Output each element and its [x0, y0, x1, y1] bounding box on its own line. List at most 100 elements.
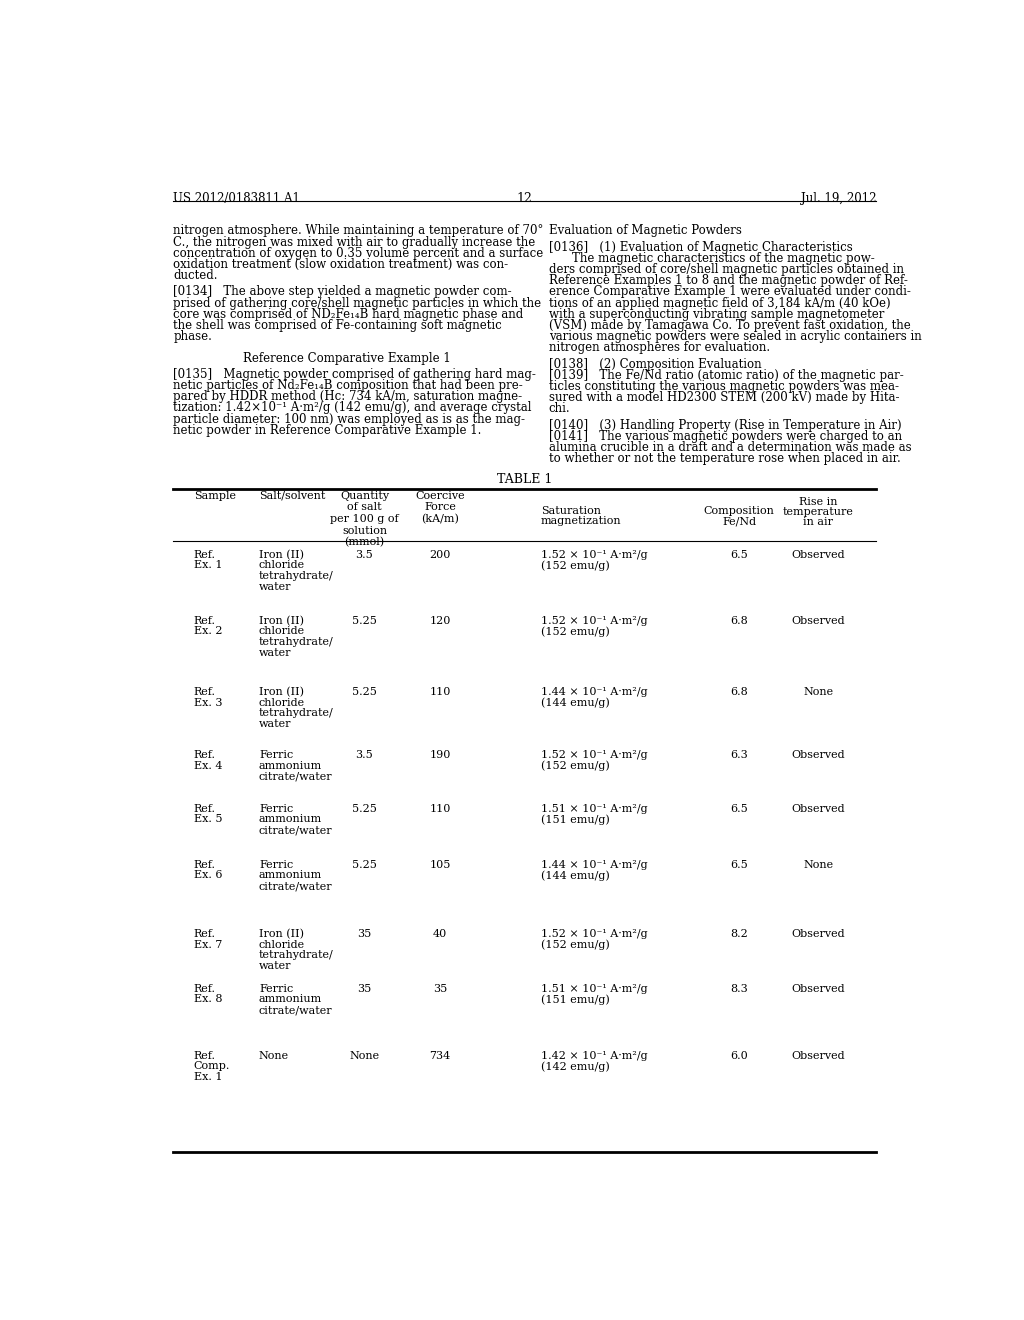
Text: Comp.: Comp. [194, 1061, 230, 1072]
Text: the shell was comprised of Fe-containing soft magnetic: the shell was comprised of Fe-containing… [173, 319, 502, 333]
Text: tization: 1.42×10⁻¹ A·m²/g (142 emu/g), and average crystal: tization: 1.42×10⁻¹ A·m²/g (142 emu/g), … [173, 401, 531, 414]
Text: Ref.: Ref. [194, 859, 216, 870]
Text: water: water [259, 582, 292, 591]
Text: Ref.: Ref. [194, 549, 216, 560]
Text: 1.52 × 10⁻¹ A·m²/g: 1.52 × 10⁻¹ A·m²/g [541, 750, 647, 760]
Text: Ex. 1: Ex. 1 [194, 561, 222, 570]
Text: to whether or not the temperature rose when placed in air.: to whether or not the temperature rose w… [549, 453, 900, 465]
Text: 110: 110 [429, 686, 451, 697]
Text: chloride: chloride [259, 940, 305, 949]
Text: pared by HDDR method (Hc: 734 kA/m, saturation magne-: pared by HDDR method (Hc: 734 kA/m, satu… [173, 391, 522, 403]
Text: (152 emu/g): (152 emu/g) [541, 627, 609, 638]
Text: Ferric: Ferric [259, 983, 293, 994]
Text: Ex. 7: Ex. 7 [194, 940, 222, 949]
Text: [0139]   The Fe/Nd ratio (atomic ratio) of the magnetic par-: [0139] The Fe/Nd ratio (atomic ratio) of… [549, 368, 903, 381]
Text: Quantity
of salt
per 100 g of
solution
(mmol): Quantity of salt per 100 g of solution (… [330, 491, 398, 548]
Text: alumina crucible in a draft and a determination was made as: alumina crucible in a draft and a determ… [549, 441, 911, 454]
Text: (142 emu/g): (142 emu/g) [541, 1061, 609, 1072]
Text: netic particles of Nd₂Fe₁₄B composition that had been pre-: netic particles of Nd₂Fe₁₄B composition … [173, 379, 523, 392]
Text: Saturation: Saturation [541, 506, 601, 516]
Text: The magnetic characteristics of the magnetic pow-: The magnetic characteristics of the magn… [572, 252, 876, 265]
Text: 6.5: 6.5 [730, 859, 748, 870]
Text: core was comprised of ND₂Fe₁₄B hard magnetic phase and: core was comprised of ND₂Fe₁₄B hard magn… [173, 308, 523, 321]
Text: 120: 120 [429, 615, 451, 626]
Text: 105: 105 [429, 859, 451, 870]
Text: phase.: phase. [173, 330, 212, 343]
Text: tetrahydrate/: tetrahydrate/ [259, 572, 334, 581]
Text: 8.2: 8.2 [730, 929, 748, 939]
Text: (151 emu/g): (151 emu/g) [541, 994, 609, 1005]
Text: None: None [349, 1051, 380, 1061]
Text: Iron (II): Iron (II) [259, 615, 304, 626]
Text: Ex. 4: Ex. 4 [194, 760, 222, 771]
Text: 1.52 × 10⁻¹ A·m²/g: 1.52 × 10⁻¹ A·m²/g [541, 929, 647, 939]
Text: citrate/water: citrate/water [259, 771, 333, 781]
Text: in air: in air [804, 517, 834, 527]
Text: water: water [259, 648, 292, 657]
Text: chloride: chloride [259, 561, 305, 570]
Text: (152 emu/g): (152 emu/g) [541, 940, 609, 950]
Text: Salt/solvent: Salt/solvent [259, 491, 326, 500]
Text: Ex. 6: Ex. 6 [194, 870, 222, 880]
Text: ammonium: ammonium [259, 994, 323, 1005]
Text: None: None [804, 859, 834, 870]
Text: sured with a model HD2300 STEM (200 kV) made by Hita-: sured with a model HD2300 STEM (200 kV) … [549, 391, 899, 404]
Text: None: None [804, 686, 834, 697]
Text: [0138]   (2) Composition Evaluation: [0138] (2) Composition Evaluation [549, 358, 761, 371]
Text: ders comprised of core/shell magnetic particles obtained in: ders comprised of core/shell magnetic pa… [549, 263, 903, 276]
Text: Iron (II): Iron (II) [259, 686, 304, 697]
Text: Ex. 1: Ex. 1 [194, 1072, 222, 1082]
Text: 6.8: 6.8 [730, 615, 748, 626]
Text: 8.3: 8.3 [730, 983, 748, 994]
Text: citrate/water: citrate/water [259, 825, 333, 836]
Text: water: water [259, 719, 292, 729]
Text: Iron (II): Iron (II) [259, 929, 304, 939]
Text: Ferric: Ferric [259, 750, 293, 760]
Text: Fe/Nd: Fe/Nd [722, 516, 756, 527]
Text: 5.25: 5.25 [352, 859, 377, 870]
Text: 5.25: 5.25 [352, 615, 377, 626]
Text: [0141]   The various magnetic powders were charged to an: [0141] The various magnetic powders were… [549, 430, 902, 442]
Text: nitrogen atmospheres for evaluation.: nitrogen atmospheres for evaluation. [549, 342, 770, 354]
Text: 5.25: 5.25 [352, 804, 377, 814]
Text: Ferric: Ferric [259, 804, 293, 814]
Text: Ex. 8: Ex. 8 [194, 994, 222, 1005]
Text: 6.0: 6.0 [730, 1051, 748, 1061]
Text: 1.52 × 10⁻¹ A·m²/g: 1.52 × 10⁻¹ A·m²/g [541, 549, 647, 560]
Text: (152 emu/g): (152 emu/g) [541, 760, 609, 771]
Text: ticles constituting the various magnetic powders was mea-: ticles constituting the various magnetic… [549, 380, 899, 393]
Text: [0140]   (3) Handling Property (Rise in Temperature in Air): [0140] (3) Handling Property (Rise in Te… [549, 418, 901, 432]
Text: netic powder in Reference Comparative Example 1.: netic powder in Reference Comparative Ex… [173, 424, 481, 437]
Text: ducted.: ducted. [173, 269, 218, 282]
Text: C., the nitrogen was mixed with air to gradually increase the: C., the nitrogen was mixed with air to g… [173, 236, 536, 248]
Text: 1.44 × 10⁻¹ A·m²/g: 1.44 × 10⁻¹ A·m²/g [541, 686, 647, 697]
Text: Ex. 5: Ex. 5 [194, 814, 222, 825]
Text: 1.51 × 10⁻¹ A·m²/g: 1.51 × 10⁻¹ A·m²/g [541, 983, 647, 994]
Text: (144 emu/g): (144 emu/g) [541, 697, 609, 708]
Text: 12: 12 [517, 191, 532, 205]
Text: 200: 200 [429, 549, 451, 560]
Text: Ref.: Ref. [194, 804, 216, 814]
Text: temperature: temperature [783, 507, 854, 517]
Text: [0134]   The above step yielded a magnetic powder com-: [0134] The above step yielded a magnetic… [173, 285, 512, 298]
Text: tetrahydrate/: tetrahydrate/ [259, 638, 334, 647]
Text: citrate/water: citrate/water [259, 1005, 333, 1015]
Text: Ref.: Ref. [194, 1051, 216, 1061]
Text: Iron (II): Iron (II) [259, 549, 304, 560]
Text: Evaluation of Magnetic Powders: Evaluation of Magnetic Powders [549, 224, 741, 238]
Text: Ex. 3: Ex. 3 [194, 697, 222, 708]
Text: TABLE 1: TABLE 1 [497, 474, 553, 487]
Text: 3.5: 3.5 [355, 750, 374, 760]
Text: particle diameter: 100 nm) was employed as is as the mag-: particle diameter: 100 nm) was employed … [173, 412, 525, 425]
Text: 190: 190 [429, 750, 451, 760]
Text: Reference Comparative Example 1: Reference Comparative Example 1 [243, 351, 451, 364]
Text: (151 emu/g): (151 emu/g) [541, 814, 609, 825]
Text: tetrahydrate/: tetrahydrate/ [259, 950, 334, 960]
Text: Observed: Observed [792, 1051, 845, 1061]
Text: water: water [259, 961, 292, 970]
Text: nitrogen atmosphere. While maintaining a temperature of 70°: nitrogen atmosphere. While maintaining a… [173, 224, 544, 238]
Text: (152 emu/g): (152 emu/g) [541, 561, 609, 572]
Text: None: None [259, 1051, 289, 1061]
Text: Observed: Observed [792, 929, 845, 939]
Text: ammonium: ammonium [259, 814, 323, 825]
